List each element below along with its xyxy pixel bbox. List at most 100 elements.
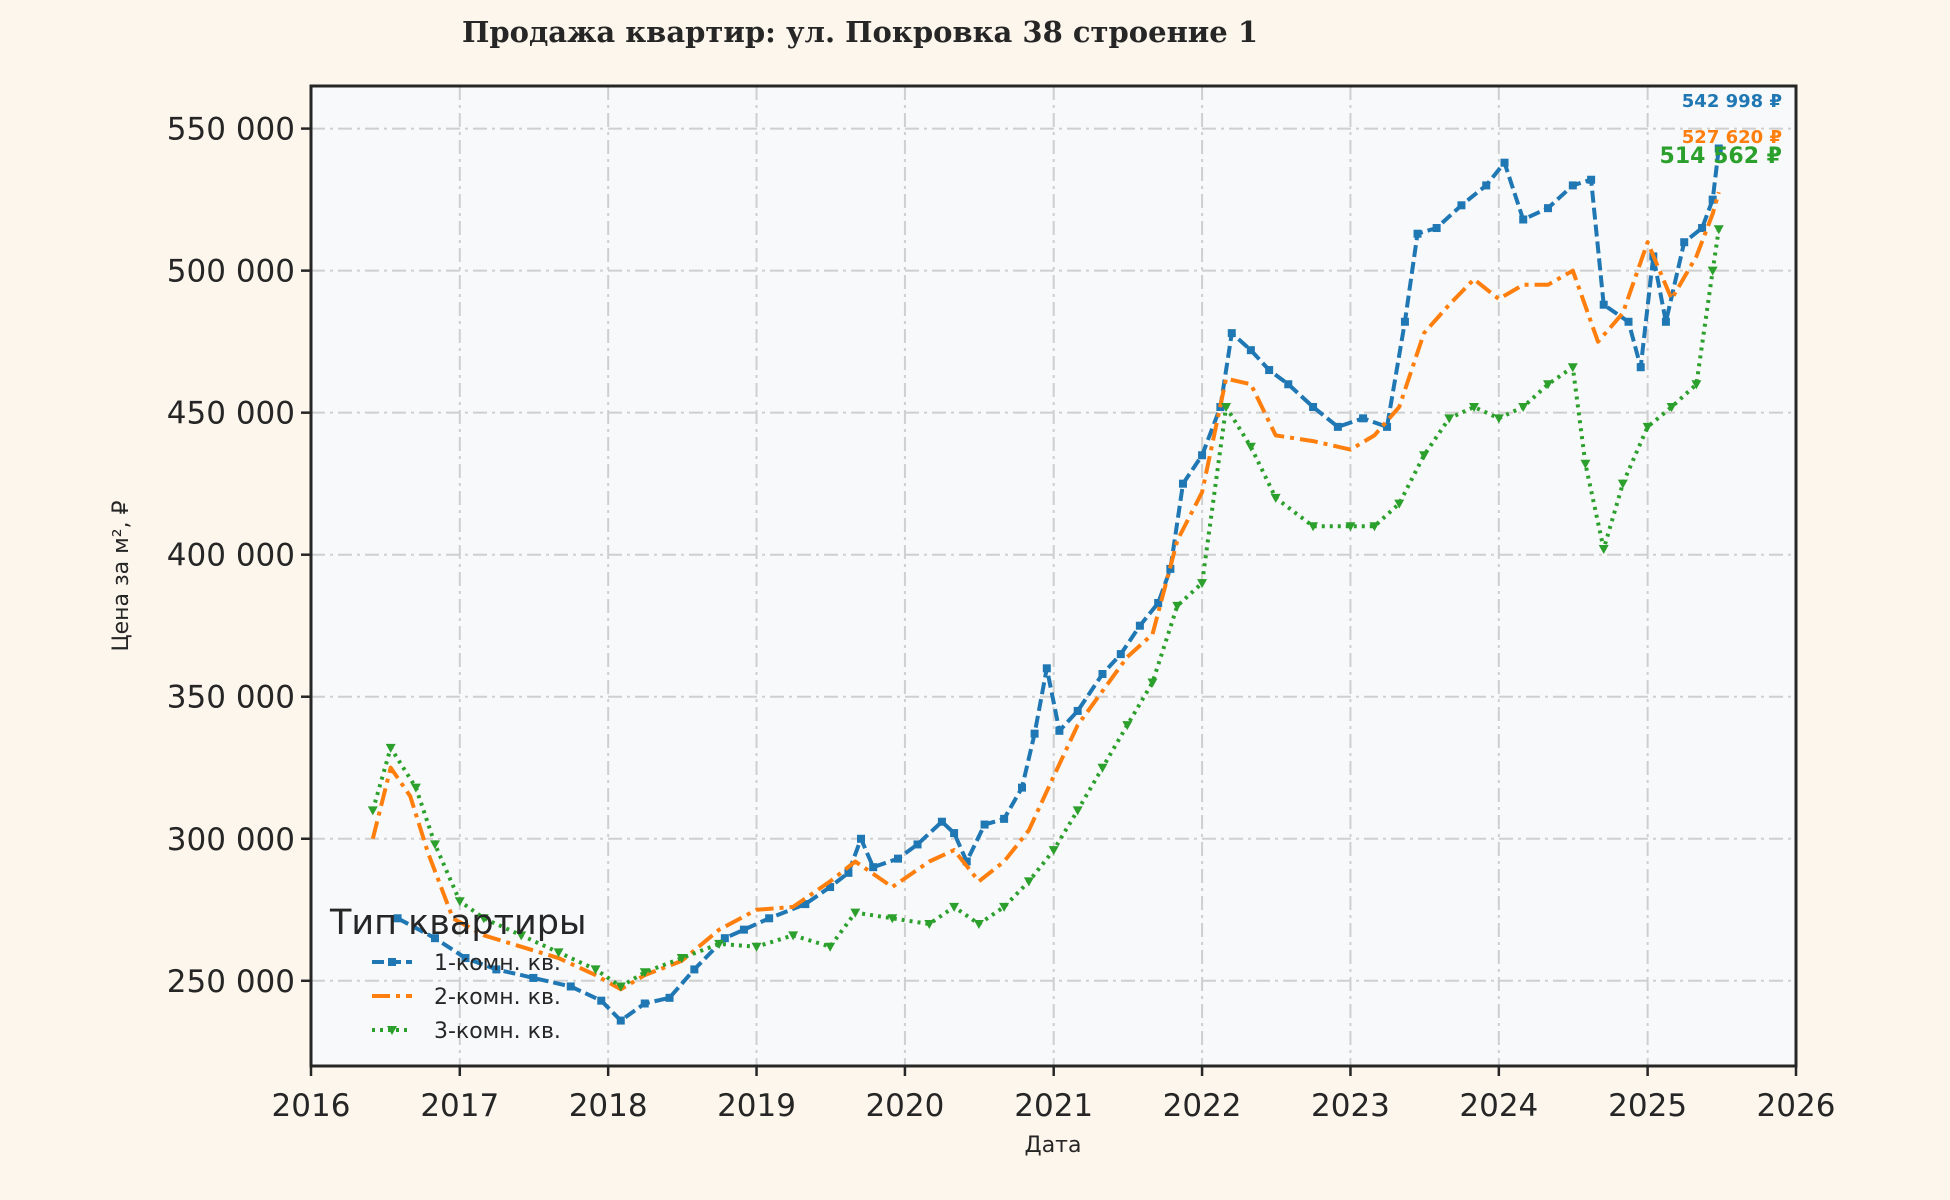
x-tick-label: 2022 <box>1163 1088 1242 1124</box>
data-point <box>690 965 699 974</box>
data-point <box>913 840 922 849</box>
data-point <box>1172 601 1183 611</box>
data-point <box>1098 670 1107 678</box>
data-point <box>1147 678 1158 688</box>
data-point <box>1413 229 1422 238</box>
data-point <box>765 914 774 923</box>
series-end-label-3: 514 562 ₽ <box>1660 144 1782 169</box>
data-point <box>801 900 810 909</box>
data-point <box>751 942 762 952</box>
data-point <box>385 743 396 753</box>
data-point <box>887 914 898 924</box>
data-point <box>529 973 538 982</box>
data-point <box>1698 224 1707 233</box>
data-point <box>1048 846 1059 856</box>
data-point <box>429 840 440 850</box>
data-point <box>1419 451 1430 461</box>
data-point <box>844 868 853 877</box>
data-point <box>1568 181 1577 190</box>
data-point <box>826 883 835 892</box>
data-point <box>739 925 748 934</box>
data-point <box>454 897 465 907</box>
data-point <box>950 829 959 838</box>
data-point <box>430 934 439 943</box>
series-line-2 <box>370 191 1721 992</box>
y-tick-label: 450 000 <box>167 396 295 432</box>
data-point <box>1519 215 1528 224</box>
data-point <box>615 982 626 992</box>
x-tick-label: 2016 <box>272 1088 351 1124</box>
data-point <box>999 902 1010 912</box>
x-tick-label: 2017 <box>420 1088 499 1124</box>
legend-label-1: 1-комн. кв. <box>434 951 561 976</box>
data-point <box>1567 363 1578 373</box>
x-tick-label: 2019 <box>717 1088 796 1124</box>
data-point <box>393 914 402 923</box>
data-point <box>1587 175 1596 184</box>
data-point <box>720 934 729 943</box>
data-point <box>825 942 836 952</box>
data-point <box>1072 806 1083 816</box>
x-tick-label: 2024 <box>1459 1088 1538 1124</box>
data-point <box>1122 721 1133 731</box>
data-point <box>1055 726 1064 735</box>
x-tick-label: 2020 <box>865 1088 944 1124</box>
data-point <box>1178 479 1187 488</box>
y-tick-label: 300 000 <box>167 822 295 858</box>
series-line-3 <box>370 229 1721 989</box>
data-point <box>1227 329 1236 338</box>
data-point <box>1245 442 1256 452</box>
data-point <box>1624 317 1633 326</box>
data-point <box>869 863 878 872</box>
data-point <box>1500 158 1509 167</box>
data-point <box>1691 380 1702 390</box>
data-point <box>1642 422 1653 432</box>
data-point <box>597 996 606 1005</box>
data-point <box>1617 479 1628 489</box>
end-labels: 542 998 ₽ 527 620 ₽514 562 ₽ <box>1660 91 1782 169</box>
data-point <box>714 939 725 949</box>
data-point <box>461 954 470 963</box>
x-axis-label: Дата <box>1025 1133 1082 1158</box>
axis-ticks: 2016 2017 2018 2019 2020 2021 2022 2023 2024 2025… <box>167 112 1836 1124</box>
x-tick-label: 2023 <box>1311 1088 1390 1124</box>
data-point <box>1708 195 1717 204</box>
data-point <box>639 968 650 978</box>
data-point <box>1518 402 1529 412</box>
data-point <box>1265 366 1274 375</box>
data-point <box>1270 493 1281 503</box>
data-point <box>937 817 946 826</box>
data-point <box>1042 664 1051 673</box>
data-point <box>1666 402 1677 412</box>
data-point <box>640 999 649 1008</box>
y-tick-label: 250 000 <box>167 964 295 1000</box>
data-point <box>1000 814 1009 823</box>
data-point <box>1598 545 1609 555</box>
data-point <box>973 919 984 929</box>
y-axis-label: Цена за м², ₽ <box>109 500 134 651</box>
data-point <box>1383 422 1392 431</box>
data-point <box>1030 729 1039 738</box>
data-point <box>1154 598 1163 607</box>
data-point <box>1636 363 1645 372</box>
y-tick-label: 400 000 <box>167 538 295 574</box>
data-point <box>1714 144 1723 153</box>
data-point <box>1135 621 1144 630</box>
data-point <box>492 965 501 974</box>
data-point <box>1469 402 1480 412</box>
legend-title: Тип квартиры <box>329 903 587 943</box>
legend-label-2: 2-комн. кв. <box>434 985 561 1010</box>
data-point <box>857 834 866 843</box>
data-point <box>1333 422 1342 431</box>
data-point <box>1017 783 1026 792</box>
data-point <box>1543 380 1554 390</box>
y-tick-label: 500 000 <box>167 254 295 290</box>
data-point <box>1369 522 1380 532</box>
data-point <box>1457 201 1466 210</box>
x-tick-label: 2021 <box>1014 1088 1093 1124</box>
data-point <box>1221 402 1232 412</box>
data-point <box>553 948 564 958</box>
data-point <box>1166 564 1175 573</box>
data-point <box>1713 225 1724 235</box>
